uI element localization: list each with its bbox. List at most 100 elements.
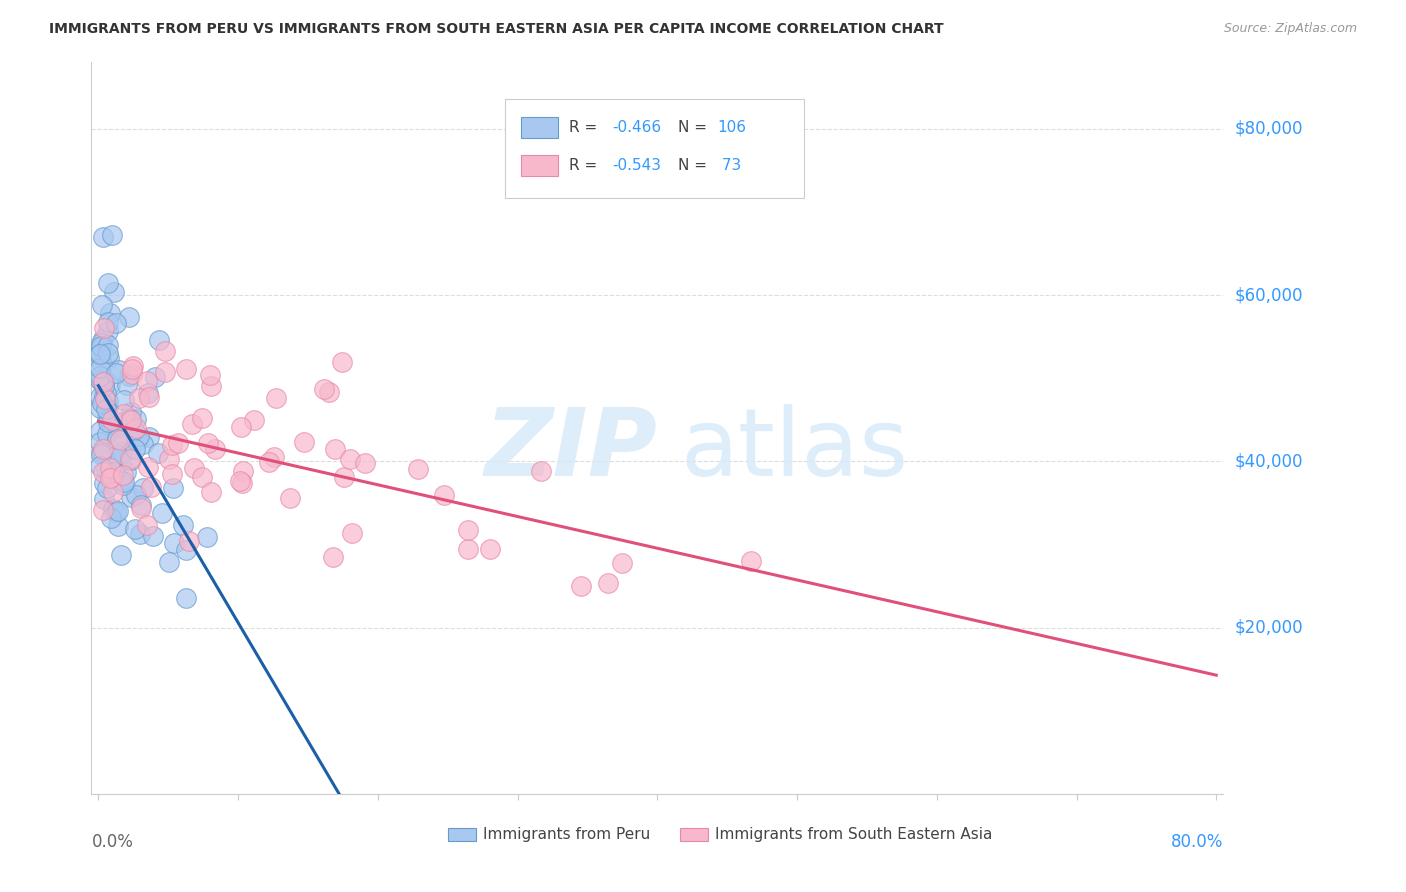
- Point: [232, 464, 254, 478]
- Point: [312, 382, 335, 396]
- Point: [530, 464, 553, 478]
- Point: [91, 466, 114, 480]
- Text: 73: 73: [717, 158, 741, 173]
- Point: [89, 373, 111, 387]
- Point: [128, 391, 150, 405]
- Point: [111, 445, 134, 459]
- Point: [89, 345, 111, 359]
- Point: [96, 481, 118, 495]
- Point: [97, 276, 120, 290]
- Point: [89, 401, 111, 416]
- Point: [98, 471, 121, 485]
- Point: [433, 488, 456, 502]
- Point: [243, 413, 266, 427]
- Text: Source: ZipAtlas.com: Source: ZipAtlas.com: [1223, 22, 1357, 36]
- Point: [91, 376, 114, 390]
- Point: [120, 413, 142, 427]
- Point: [160, 467, 183, 481]
- Point: [120, 451, 142, 466]
- Point: [132, 481, 155, 495]
- Point: [89, 350, 111, 364]
- Point: [98, 461, 121, 475]
- Point: [96, 325, 118, 339]
- Point: [105, 430, 128, 444]
- Point: [125, 421, 148, 435]
- Point: [118, 310, 141, 324]
- Point: [124, 522, 146, 536]
- Bar: [681, 829, 709, 841]
- Point: [107, 503, 129, 517]
- Point: [406, 462, 429, 476]
- Text: -0.543: -0.543: [612, 158, 661, 173]
- Point: [97, 338, 120, 352]
- Text: 0.0%: 0.0%: [91, 833, 134, 851]
- Point: [110, 454, 132, 468]
- Point: [174, 591, 197, 605]
- Point: [98, 351, 121, 366]
- Text: Immigrants from South Eastern Asia: Immigrants from South Eastern Asia: [716, 828, 993, 842]
- Point: [263, 450, 285, 464]
- Text: N =: N =: [678, 158, 711, 173]
- Bar: [522, 155, 558, 176]
- Point: [122, 359, 145, 373]
- Point: [112, 407, 135, 421]
- Text: R =: R =: [569, 120, 602, 135]
- Point: [96, 410, 118, 425]
- Point: [204, 442, 226, 456]
- Point: [100, 511, 122, 525]
- Point: [89, 424, 111, 438]
- Point: [124, 442, 146, 456]
- Point: [457, 541, 479, 556]
- Point: [129, 527, 152, 541]
- Point: [108, 363, 131, 377]
- Point: [97, 416, 120, 430]
- Point: [138, 390, 160, 404]
- Point: [91, 332, 114, 346]
- Point: [740, 554, 762, 568]
- Point: [101, 468, 124, 483]
- Point: [152, 506, 174, 520]
- Point: [121, 367, 143, 381]
- Point: [197, 436, 219, 450]
- Point: [111, 478, 134, 492]
- Point: [98, 376, 121, 391]
- Point: [91, 371, 114, 385]
- Point: [93, 492, 115, 507]
- Point: [94, 402, 117, 417]
- Point: [172, 518, 194, 533]
- Point: [292, 434, 315, 449]
- Point: [91, 502, 114, 516]
- Text: $60,000: $60,000: [1234, 286, 1303, 304]
- Point: [135, 517, 157, 532]
- Point: [132, 437, 155, 451]
- Point: [98, 467, 121, 482]
- Point: [89, 347, 111, 361]
- Point: [138, 386, 160, 401]
- Point: [569, 579, 592, 593]
- Point: [330, 354, 353, 368]
- Point: [111, 418, 134, 433]
- Point: [125, 434, 148, 448]
- Point: [105, 418, 128, 433]
- Point: [124, 488, 146, 502]
- Point: [90, 335, 112, 350]
- Point: [89, 390, 111, 404]
- Point: [257, 455, 280, 469]
- Point: [229, 475, 252, 489]
- Point: [93, 374, 115, 388]
- Point: [231, 419, 253, 434]
- Point: [139, 480, 162, 494]
- Point: [163, 536, 186, 550]
- Point: [174, 361, 197, 376]
- Point: [108, 433, 131, 447]
- Text: R =: R =: [569, 158, 602, 173]
- Point: [135, 374, 157, 388]
- Point: [96, 427, 118, 442]
- Point: [142, 529, 165, 543]
- Point: [162, 481, 184, 495]
- FancyBboxPatch shape: [505, 99, 804, 198]
- Point: [93, 476, 115, 491]
- Point: [94, 463, 117, 477]
- Point: [89, 361, 111, 376]
- Point: [125, 412, 148, 426]
